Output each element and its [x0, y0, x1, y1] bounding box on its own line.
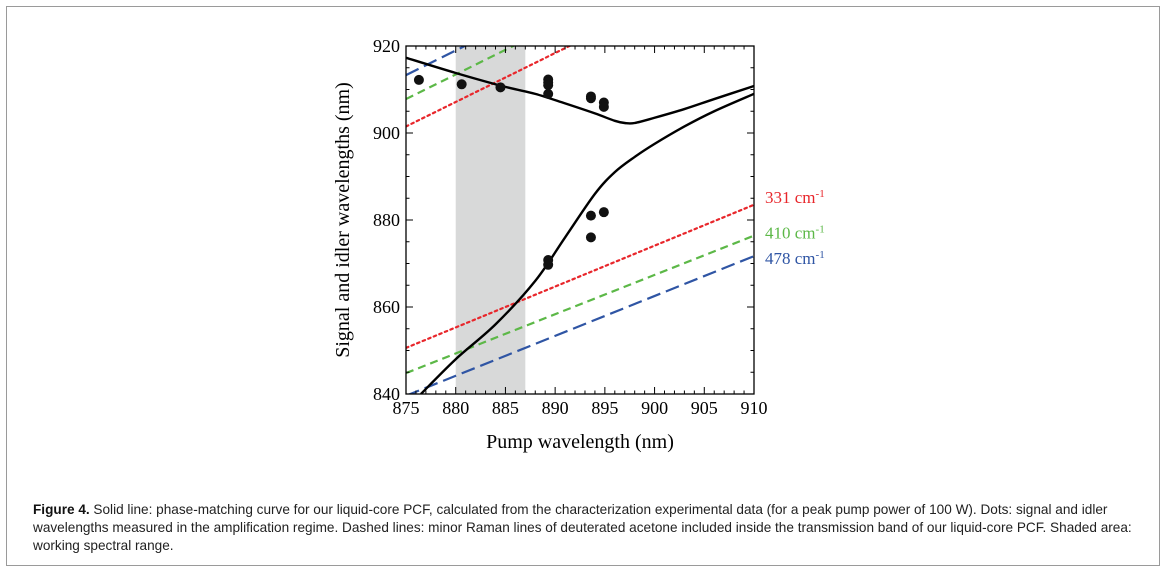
- measured-point: [585, 232, 596, 243]
- caption-text: Solid line: phase-matching curve for our…: [33, 502, 1132, 553]
- measured-point: [598, 207, 609, 218]
- x-tick-label: 875: [393, 398, 420, 418]
- measured-point: [585, 93, 596, 104]
- x-axis-label: Pump wavelength (nm): [486, 431, 674, 453]
- figure-frame: 875 880 885 890 895 900 905 910 840 860 880 900 920 …: [6, 6, 1160, 566]
- measured-point: [495, 82, 506, 93]
- x-tick-label: 910: [741, 398, 768, 418]
- measured-point: [456, 79, 467, 90]
- y-tick-label: 900: [373, 123, 400, 143]
- measured-point: [598, 101, 609, 112]
- x-tick-label: 905: [691, 398, 718, 418]
- figure-caption: Figure 4. Solid line: phase-matching cur…: [33, 501, 1143, 555]
- x-tick-label: 885: [492, 398, 519, 418]
- y-tick-label: 880: [373, 210, 400, 230]
- measured-point: [543, 88, 554, 99]
- y-axis-label: Signal and idler wavelengths (nm): [332, 82, 354, 358]
- raman-line: [406, 203, 754, 349]
- measured-point: [585, 210, 596, 221]
- raman-line-label: 410 cm-1: [765, 224, 825, 243]
- x-tick-label: 890: [542, 398, 569, 418]
- measured-point: [413, 74, 424, 85]
- phase-matching-chart: 875 880 885 890 895 900 905 910840860880900920 …: [332, 36, 825, 453]
- caption-label: Figure 4.: [33, 502, 90, 517]
- y-tick-label: 840: [373, 384, 400, 404]
- x-tick-label: 900: [641, 398, 668, 418]
- y-tick-label: 920: [373, 36, 400, 56]
- phase-matching-curve-idler: [420, 92, 754, 394]
- x-tick-label: 880: [442, 398, 469, 418]
- measured-point: [543, 80, 554, 91]
- working-range-shade: [455, 46, 526, 394]
- y-tick-label: 860: [373, 297, 400, 317]
- raman-line-label: 478 cm-1: [765, 249, 825, 268]
- measured-point: [543, 259, 554, 270]
- raman-line: [407, 255, 754, 394]
- raman-line-label: 331 cm-1: [765, 188, 825, 207]
- raman-line: [406, 234, 754, 375]
- x-tick-label: 895: [591, 398, 618, 418]
